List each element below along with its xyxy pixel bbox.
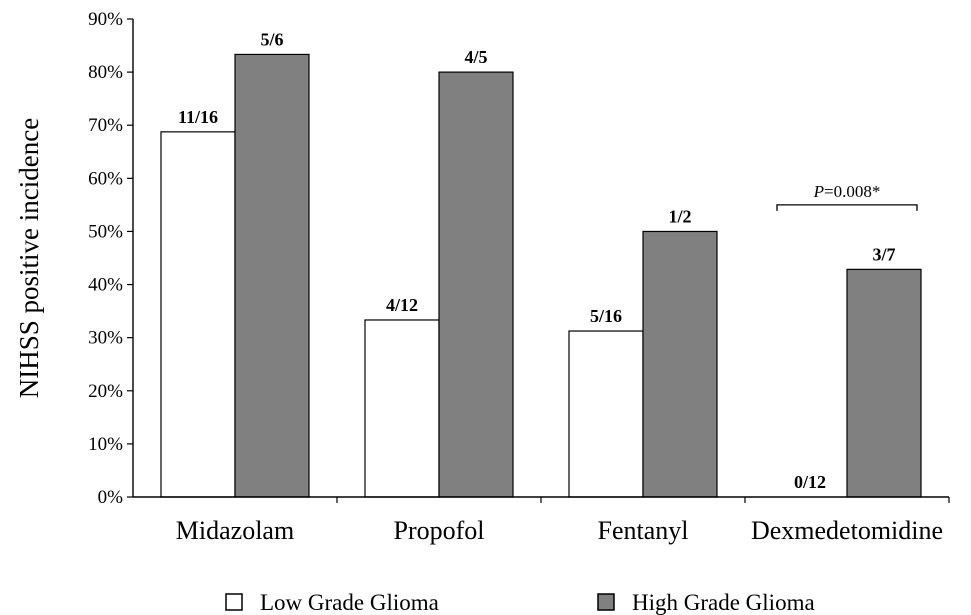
bar-low-grade-fentanyl [568,330,644,498]
category-labels: Midazolam Propofol Fentanyl Dexmedetomidine [176,516,943,545]
legend-label: Low Grade Glioma [260,590,439,615]
bars [160,53,922,498]
data-label: 4/12 [386,295,418,315]
bar-low-grade-propofol [364,319,440,498]
p-value-text: =0.008* [824,182,880,201]
bar-low-grade-midazolam [160,131,236,498]
y-tick-label: 80% [88,62,123,83]
data-label: 11/16 [178,107,218,127]
category-label: Midazolam [176,516,294,545]
bar-high-grade-propofol [438,71,514,498]
bar-high-grade-midazolam [234,53,310,498]
category-label: Propofol [394,516,485,545]
y-tick-label: 90% [88,9,123,30]
y-axis-title: NIHSS positive incidence [14,118,44,398]
p-value-label: P=0.008* [813,182,881,201]
y-axis-title-group: NIHSS positive incidence [14,118,44,398]
y-tick-label: 10% [88,434,123,455]
bar-high-grade-fentanyl [642,230,718,498]
data-label: 0/12 [794,472,826,492]
legend-swatch [225,593,243,611]
legend-label: High Grade Glioma [632,590,815,615]
significance-annotation: P=0.008* [776,182,918,211]
y-tick-label: 30% [88,328,123,349]
legend: Low Grade Glioma High Grade Glioma [225,590,815,615]
data-label: 5/6 [260,29,283,49]
category-label: Dexmedetomidine [751,516,943,545]
p-value-symbol: P [813,182,824,201]
data-label: 3/7 [872,244,895,264]
y-tick-label: 60% [88,168,123,189]
y-tick-label: 50% [88,221,123,242]
y-tick-label: 40% [88,275,123,296]
y-tick-label: 0% [98,487,124,508]
data-label: 5/16 [590,306,622,326]
category-label: Fentanyl [598,516,689,545]
y-axis-ticks: 0% 10% 20% 30% 40% 50% 60% 70% 80% 90% [88,9,133,508]
data-labels: 11/16 5/6 4/12 4/5 5/16 1/2 0/12 3/7 [178,29,896,492]
significance-bracket [776,204,918,211]
data-label: 1/2 [668,206,691,226]
y-tick-label: 20% [88,381,123,402]
legend-swatch [597,593,615,611]
data-label: 4/5 [464,47,487,67]
y-tick-label: 70% [88,115,123,136]
bar-high-grade-dexmedetomidine [846,268,922,498]
axes [132,19,950,503]
